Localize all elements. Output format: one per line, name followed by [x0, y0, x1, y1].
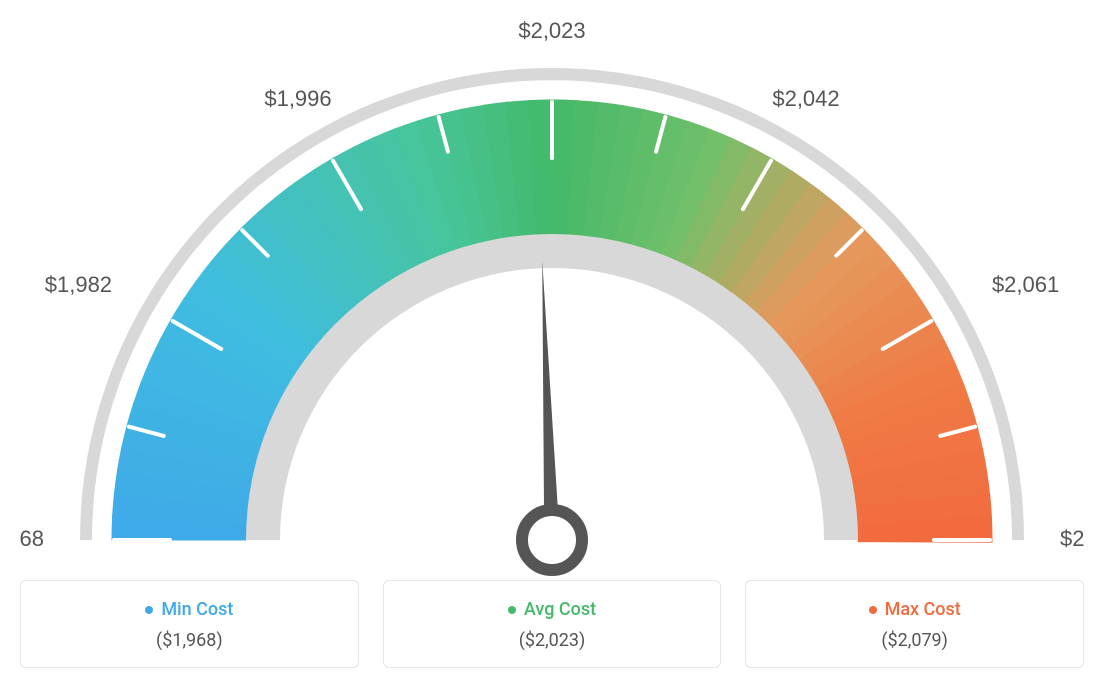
- max-dot-icon: [869, 606, 877, 614]
- min-cost-label: Min Cost: [161, 599, 233, 620]
- gauge-svg: $1,968 $1,982 $1,996 $2,023 $2,042 $2,061 $2,0…: [20, 20, 1084, 580]
- min-dot-icon: [145, 606, 153, 614]
- max-cost-label: Max Cost: [885, 599, 961, 620]
- svg-text:$2,079: $2,079: [1060, 526, 1084, 551]
- max-cost-value: ($2,079): [758, 630, 1071, 651]
- avg-cost-value: ($2,023): [396, 630, 709, 651]
- max-label-row: Max Cost: [758, 599, 1071, 620]
- svg-text:$1,968: $1,968: [20, 526, 44, 551]
- min-cost-value: ($1,968): [33, 630, 346, 651]
- cost-cards: Min Cost ($1,968) Avg Cost ($2,023) Max …: [20, 580, 1084, 668]
- svg-text:$2,023: $2,023: [518, 20, 585, 43]
- min-label-row: Min Cost: [33, 599, 346, 620]
- avg-cost-label: Avg Cost: [524, 599, 596, 620]
- avg-dot-icon: [508, 606, 516, 614]
- svg-text:$1,996: $1,996: [264, 86, 331, 111]
- min-cost-card: Min Cost ($1,968): [20, 580, 359, 668]
- max-cost-card: Max Cost ($2,079): [745, 580, 1084, 668]
- svg-text:$2,061: $2,061: [992, 272, 1059, 297]
- gauge-chart: $1,968 $1,982 $1,996 $2,023 $2,042 $2,061 $2,0…: [20, 20, 1084, 560]
- svg-text:$1,982: $1,982: [45, 272, 112, 297]
- avg-label-row: Avg Cost: [396, 599, 709, 620]
- svg-text:$2,042: $2,042: [772, 86, 839, 111]
- avg-cost-card: Avg Cost ($2,023): [383, 580, 722, 668]
